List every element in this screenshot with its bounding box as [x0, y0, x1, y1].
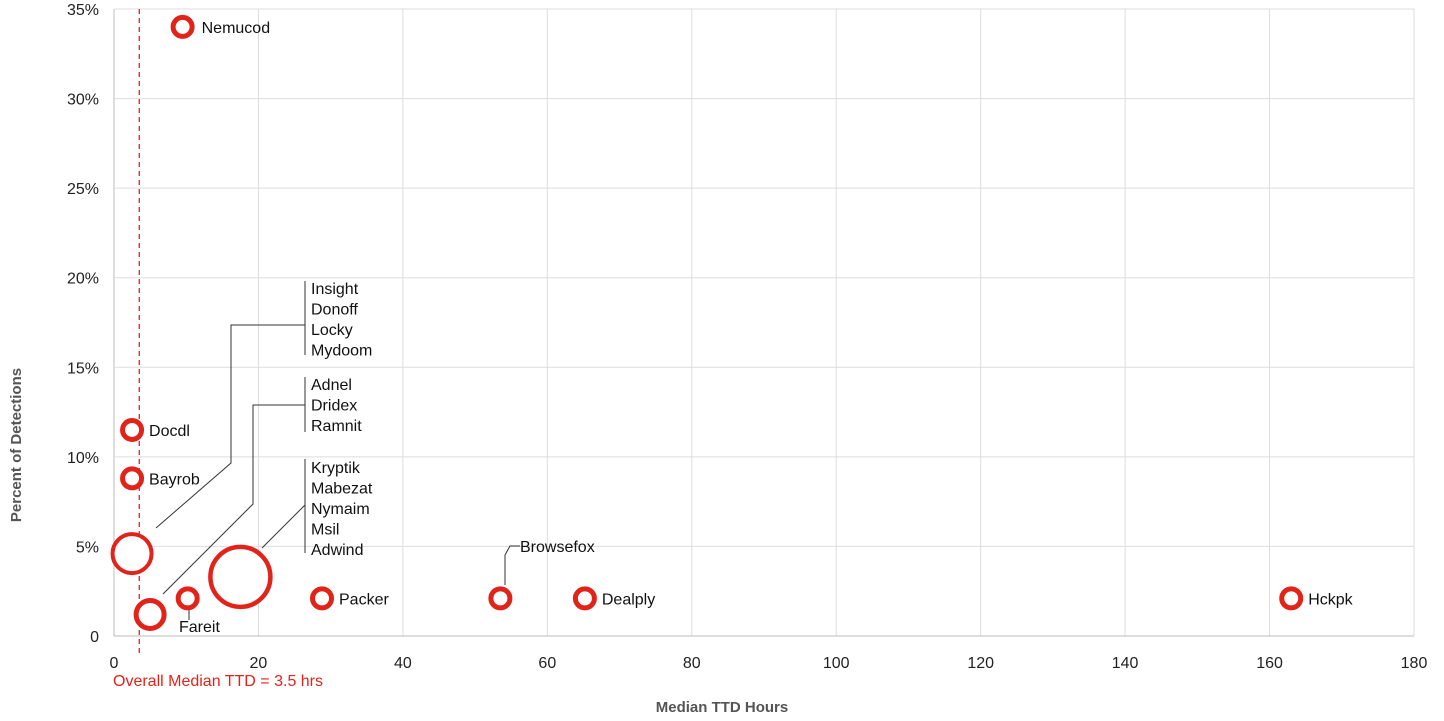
x-tick-label: 40 — [394, 655, 412, 672]
scatter-point — [488, 586, 513, 611]
scatter-point — [110, 532, 154, 576]
point-label: Docdl — [149, 423, 190, 440]
y-tick-label: 15% — [67, 360, 99, 377]
scatter-point — [170, 14, 195, 39]
y-tick-label: 20% — [67, 271, 99, 288]
point-label: Browsefox — [520, 539, 595, 556]
x-tick-label: 60 — [538, 655, 556, 672]
scatter-point — [120, 417, 145, 442]
point-label: Dealply — [602, 591, 655, 608]
point-label: Nemucod — [202, 20, 270, 37]
axis-layer: 0 20 40 60 80 100 120 140 160 180 0 5% 10% 15% 20% 25% 3… — [67, 2, 1427, 672]
scatter-point — [572, 586, 597, 611]
y-axis-title: Percent of Detections — [8, 368, 25, 522]
leader-line — [504, 545, 520, 585]
point-layer — [110, 14, 1304, 632]
leader-line — [162, 404, 305, 595]
scatter-point — [133, 598, 167, 632]
median-label: Overall Median TTD = 3.5 hrs — [113, 673, 323, 690]
y-tick-label: 35% — [67, 2, 99, 19]
leader-line — [155, 324, 305, 529]
point-label: Packer — [339, 591, 389, 608]
x-axis-title: Median TTD Hours — [656, 699, 789, 716]
point-label: Adnel Dridex Ramnit — [311, 377, 362, 435]
x-tick-label: 20 — [250, 655, 268, 672]
x-tick-label: 80 — [683, 655, 701, 672]
x-tick-label: 100 — [823, 655, 850, 672]
scatter-point — [310, 586, 334, 611]
y-tick-label: 30% — [67, 92, 99, 109]
label-layer: Nemucod Docdl Bayrob Insight Donoff Locky Mydo… — [149, 20, 1354, 636]
x-tick-label: 140 — [1112, 655, 1139, 672]
point-label: Bayrob — [149, 471, 200, 488]
grid-layer — [113, 8, 1415, 637]
y-tick-label: 25% — [67, 181, 99, 198]
y-tick-label: 5% — [76, 539, 99, 556]
x-tick-label: 0 — [110, 655, 119, 672]
point-label: Hckpk — [1308, 591, 1353, 608]
leader-line — [261, 504, 306, 549]
leader-layer — [155, 281, 520, 620]
point-label: Fareit — [179, 619, 220, 636]
x-tick-label: 120 — [967, 655, 994, 672]
scatter-point — [120, 466, 145, 491]
x-tick-label: 160 — [1256, 655, 1283, 672]
point-label: Kryptik Mabezat Nymaim Msil Adwind — [311, 460, 373, 559]
point-label: Insight Donoff Locky Mydoom — [311, 281, 372, 360]
y-tick-label: 10% — [67, 450, 99, 467]
scatter-point — [1279, 586, 1304, 611]
scatter-point — [175, 586, 200, 611]
x-tick-label: 180 — [1401, 655, 1428, 672]
scatter-point — [208, 544, 273, 610]
y-tick-label: 0 — [90, 629, 99, 646]
